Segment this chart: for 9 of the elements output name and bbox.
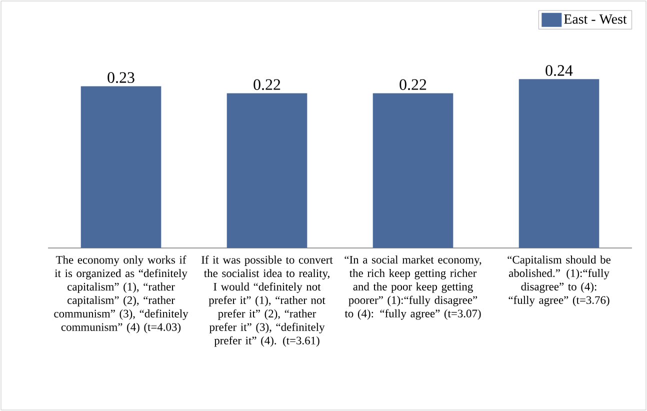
legend-label: East - West: [564, 14, 627, 24]
x-tick-label: If it was possible to convert the socialist idea to reality, I would “definitely not prefer it” (1), “rather not prefer it” (2), “rather prefer it” (3), “definitely prefer it” (4). (t=3.61): [202, 256, 333, 347]
x-tick-label: The economy only works if it is organized as “definitely capitalism” (1), “rather capitalism” (2), “rather communism” (3), “definitely communism” (4) (t=4.03): [54, 256, 188, 334]
x-tick-label: “In a social market economy, the rich keep getting richer and the poor keep getting poorer” (1):“fully disagree” to (4): “fully agree” (t=3.07): [344, 256, 482, 320]
data-label: 0.22: [254, 79, 280, 90]
x-tick-label: “Capitalism should be abolished.” (1):“fully disagree” to (4): “fully agree” (t=3.76): [508, 256, 610, 306]
data-label: 0.24: [546, 65, 573, 76]
data-label: 0.23: [108, 72, 134, 83]
data-label: 0.22: [400, 79, 426, 90]
